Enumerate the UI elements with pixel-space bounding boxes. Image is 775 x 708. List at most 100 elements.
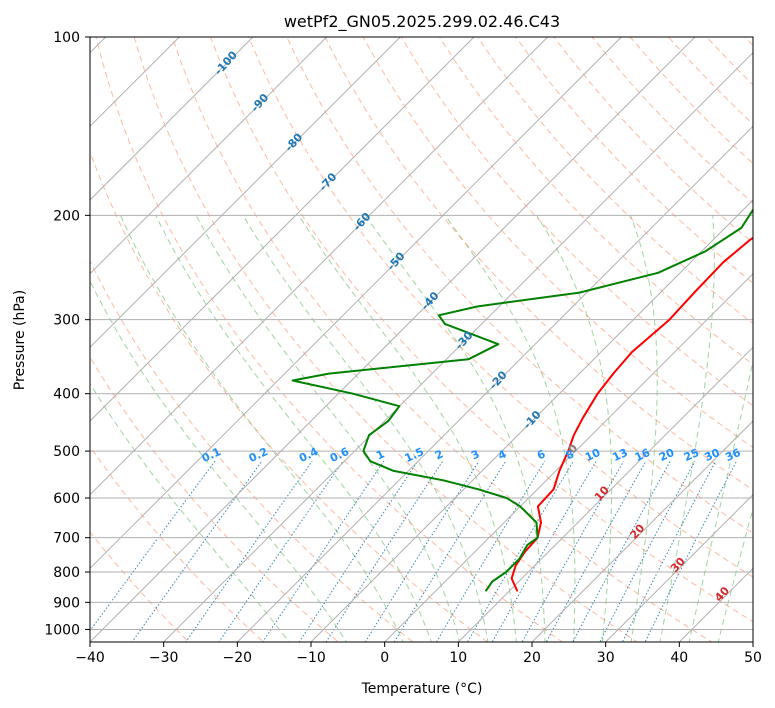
mixing-ratio-label: 0.4	[297, 445, 320, 465]
moist-adiabat-label: 10	[592, 483, 612, 503]
moist-adiabat-line	[119, 215, 404, 642]
dry-adiabat-line	[286, 37, 753, 534]
isotherm-gridline	[90, 37, 549, 496]
moist-adiabat-line	[298, 215, 518, 642]
dry-adiabat-line	[706, 37, 753, 86]
dry-adiabat-label: -30	[453, 329, 476, 353]
mixing-ratio-line	[364, 460, 480, 642]
mixing-ratio-line	[131, 460, 263, 642]
isotherm-gridline	[90, 37, 254, 201]
mixing-ratio-label: 0.1	[200, 445, 223, 465]
mixing-ratio-label: 16	[633, 446, 653, 464]
mixing-ratio-label: 25	[682, 446, 701, 464]
dry-adiabat-line	[171, 37, 713, 642]
temperature-line	[510, 236, 753, 592]
mixing-ratio-line	[185, 460, 313, 642]
isotherm-gridline	[752, 641, 753, 642]
y-tick-label: 400	[53, 387, 80, 403]
y-tick-label: 100	[53, 30, 80, 46]
dry-adiabat-line	[95, 37, 564, 642]
moist-adiabat-label: 20	[627, 521, 647, 541]
isotherm-gridline	[236, 125, 753, 642]
mixing-ratio-line	[644, 460, 737, 642]
moist-adiabat-line	[444, 215, 576, 642]
mixing-ratio-line	[621, 460, 717, 642]
dry-adiabat-line	[515, 37, 753, 284]
isotherm-gridline	[384, 272, 753, 642]
isotherms	[90, 37, 753, 642]
x-tick-label: 40	[670, 650, 688, 666]
dry-adiabat-label: -80	[282, 130, 305, 154]
dry-adiabats	[90, 37, 753, 642]
mixing-ratio-line	[218, 460, 344, 642]
dry-adiabat-line	[477, 37, 753, 325]
y-axis-ticks: 100 200 300 400 500 600 700 800 900 1000	[44, 30, 90, 638]
profile-series	[291, 208, 753, 592]
x-tick-label: 10	[449, 650, 467, 666]
mixing-ratio-line	[491, 460, 597, 642]
mixing-ratio-label: 3	[469, 448, 481, 463]
isotherm-gridline	[678, 567, 753, 642]
mixing-ratio-label: 4	[496, 447, 509, 462]
isotherm-gridline	[90, 37, 622, 570]
isotherm-gridline	[310, 199, 753, 642]
mixing-ratio-label: 20	[657, 446, 677, 464]
dry-adiabat-line	[553, 37, 753, 244]
plot-frame	[89, 36, 754, 643]
dry-adiabat-line	[362, 37, 753, 449]
mixing-ratio-line	[298, 460, 419, 642]
isotherm-gridline	[531, 420, 753, 642]
dewpoint-line	[291, 208, 753, 592]
chart-title: wetPf2_GN05.2025.299.02.46.C43	[284, 12, 560, 32]
moist-adiabat-line	[90, 279, 347, 642]
isotherm-gridline	[90, 37, 328, 275]
moist-adiabat-label: 40	[712, 584, 732, 604]
mixing-ratio-label: 36	[723, 446, 743, 464]
isotherm-gridline	[605, 493, 753, 642]
dry-adiabat-line	[90, 259, 414, 642]
mixing-ratio-line	[466, 460, 574, 642]
moist-adiabat-line	[630, 215, 658, 642]
mixing-ratio-line	[572, 460, 671, 642]
x-tick-label: 50	[744, 650, 762, 666]
x-tick-label: 0	[380, 650, 389, 666]
x-tick-label: −20	[223, 650, 253, 666]
mixing-ratio-line	[325, 460, 444, 642]
mixing-ratio-line	[262, 460, 385, 642]
mixing-ratio-label: 13	[610, 446, 629, 464]
mixing-ratio-label: 30	[702, 446, 722, 464]
dry-adiabat-label: -100	[212, 48, 240, 77]
y-tick-label: 900	[53, 595, 80, 611]
y-axis-label: Pressure (hPa)	[12, 290, 28, 390]
isotherm-gridline	[457, 346, 753, 642]
dry-adiabat-line	[90, 356, 339, 642]
mixing-ratio-label: 1.5	[403, 445, 426, 465]
moist-adiabat-line	[195, 215, 461, 642]
x-axis-ticks: −40 −30 −20 −10 0 10 20 30 40 50	[75, 642, 762, 666]
mixing-ratio-label: 1	[374, 448, 386, 463]
isotherm-gridline	[163, 51, 753, 642]
mixing-ratio-line	[393, 460, 507, 642]
dry-adiabat-line	[248, 37, 753, 578]
x-tick-label: 20	[523, 650, 541, 666]
mixing-ratio-line	[599, 460, 696, 642]
mixing-ratio-lines	[90, 460, 737, 642]
y-tick-label: 300	[53, 313, 80, 329]
x-axis-label: Temperature (°C)	[361, 681, 483, 697]
moist-adiabat-line	[536, 215, 613, 642]
dry-adiabat-line	[210, 37, 753, 623]
x-tick-label: −30	[149, 650, 179, 666]
y-tick-label: 700	[53, 531, 80, 547]
moist-adiabat-line	[242, 215, 489, 642]
moist-adiabat-line	[90, 382, 290, 642]
dry-adiabat-line	[324, 37, 753, 491]
y-tick-label: 1000	[44, 622, 80, 638]
mixing-ratio-label: 0.2	[247, 445, 270, 465]
x-tick-label: −40	[75, 650, 105, 666]
dry-adiabat-line	[400, 37, 753, 407]
y-tick-label: 200	[53, 208, 80, 224]
isotherm-gridline	[90, 37, 696, 642]
dry-adiabat-label: -60	[351, 210, 374, 234]
dry-adiabat-label: -10	[521, 408, 544, 432]
